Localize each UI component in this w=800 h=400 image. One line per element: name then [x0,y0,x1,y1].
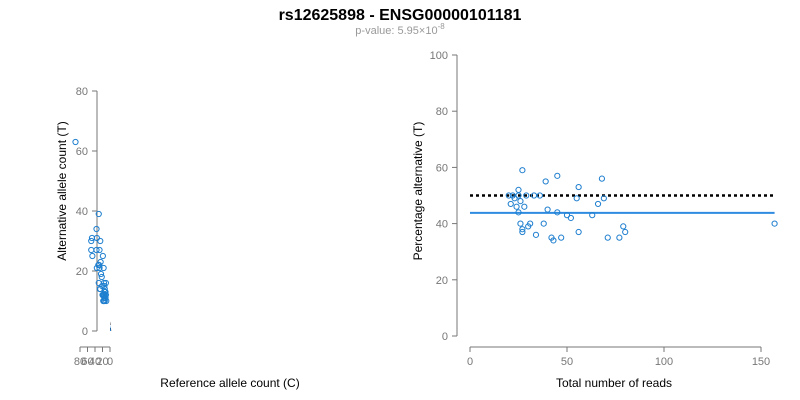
data-point [95,279,102,287]
y-tick-label: 80 [76,86,88,98]
data-point [88,234,96,242]
data-point [99,252,106,260]
y-tick-label: 0 [442,331,448,343]
data-point [589,212,596,219]
data-point [594,200,602,208]
y-tick-label: 40 [76,206,88,218]
data-point [98,273,105,281]
data-point [542,178,549,185]
x-tick-label: 40 [89,356,101,368]
data-point [567,214,574,222]
data-point [95,261,102,269]
data-point [100,297,107,305]
y-tick-label: 20 [76,266,88,278]
right-panel: 0 50 100 150 0 20 40 60 80 100 Total number of rea… [411,50,778,390]
data-point [554,209,561,216]
data-point [89,252,96,260]
data-point [96,285,103,293]
data-point [96,246,103,254]
data-point [600,195,607,202]
data-point [530,192,538,199]
data-point [93,225,100,233]
data-point [558,234,565,241]
data-point [100,264,107,272]
x-tick-label: 60 [81,356,93,368]
data-point [519,228,526,236]
data-point [513,203,520,210]
data-point [515,209,522,216]
data-point [517,220,524,227]
subtitle-exponent: -8 [438,22,446,31]
y-axis-label: Percentage alternative (T) [411,122,425,261]
y-axis-label: Alternative allele count (T) [55,121,69,260]
x-tick-label: 80 [74,356,86,368]
data-point [517,198,524,205]
x-axis-label: Total number of reads [556,376,672,390]
y-tick-label: 60 [436,162,448,174]
x-tick-label: 0 [467,356,473,368]
data-point [97,270,105,278]
data-point [99,291,106,299]
data-point [598,175,606,182]
data-point [93,264,100,272]
data-point [527,220,534,227]
data-point [616,234,623,241]
data-point [102,279,109,287]
data-point [96,264,103,272]
y-tick-label: 100 [430,50,448,62]
data-point [554,172,561,179]
data-point [523,192,530,199]
x-tick-label: 100 [655,356,673,368]
y-tick-label: 40 [436,219,448,231]
data-point [536,192,543,199]
subtitle-text: p-value: 5.95×10 [355,25,437,37]
data-point [519,226,526,233]
chart-title: rs12625898 - ENSG00000101181 [279,7,522,24]
y-tick-label: 80 [436,106,448,118]
data-point [620,223,627,230]
x-tick-label: 50 [561,356,573,368]
data-point [573,195,580,202]
data-point [604,234,611,241]
data-point [72,138,79,146]
data-point [521,203,528,210]
x-tick-label: 20 [96,356,108,368]
x-tick-label: 0 [107,356,113,368]
data-point [532,231,540,238]
data-point [540,220,547,227]
chart-subtitle: p-value: 5.95×10-8 [355,22,445,37]
data-point [544,206,551,213]
y-tick-label: 20 [436,275,448,287]
data-point [550,237,557,244]
data-point [771,220,778,227]
y-tick-label: 0 [82,326,88,338]
data-point [88,237,95,245]
data-point [515,186,522,193]
x-axis-label: Reference allele count (C) [160,376,299,390]
data-point [507,200,514,208]
data-point [88,246,95,254]
data-point [101,282,108,290]
data-point [95,210,102,218]
data-point [505,192,512,199]
data-point [519,167,526,174]
x-tick-label: 150 [752,356,770,368]
data-point [575,183,582,191]
y-tick-label: 60 [76,146,88,158]
data-point [97,237,104,245]
data-point [622,228,629,236]
data-point [575,228,582,236]
